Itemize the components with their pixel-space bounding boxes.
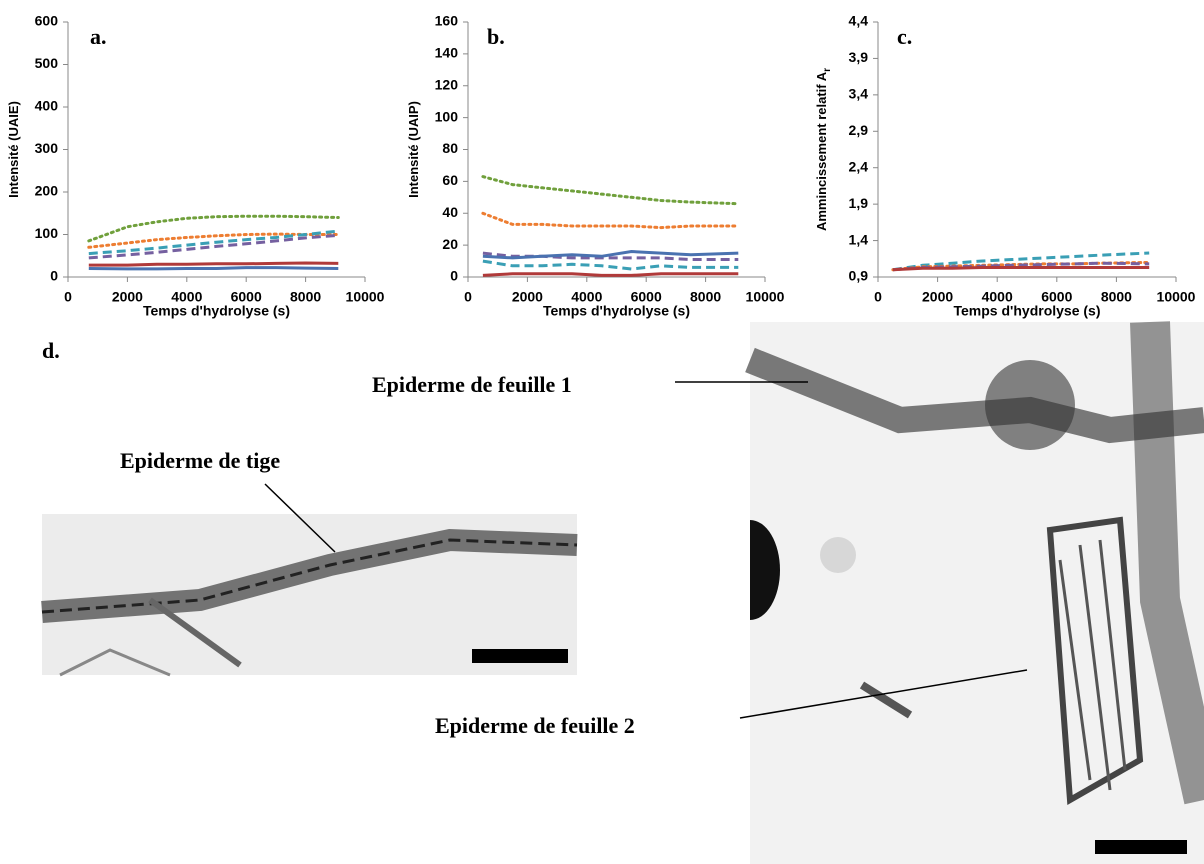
y-tick-label: 500 (35, 55, 59, 71)
series-line (88, 229, 339, 256)
y-tick-label: 140 (435, 45, 459, 61)
micrograph-stem (41, 514, 578, 677)
y-tick-label: 100 (35, 225, 59, 241)
x-axis-title: Temps d'hydrolyse (s) (543, 303, 690, 319)
x-tick-label: 6000 (631, 289, 662, 305)
micrograph-leaf (745, 321, 1204, 864)
y-tick-label: 60 (442, 172, 458, 188)
y-tick-label: 2,4 (849, 158, 869, 174)
y-tick-label: 0,9 (849, 268, 869, 284)
series-line (87, 232, 340, 249)
series-line (482, 259, 739, 271)
series-line (482, 251, 739, 261)
series-line (88, 261, 339, 267)
y-tick-label: 1,9 (849, 195, 869, 211)
x-tick-label: 2000 (512, 289, 543, 305)
y-tick-label: 0 (450, 268, 458, 284)
y-axis-title: Ammincissement relatif Ar (814, 68, 833, 231)
series-line (481, 211, 740, 230)
x-tick-label: 10000 (746, 289, 785, 305)
leader-line (264, 483, 336, 553)
x-tick-label: 10000 (346, 289, 385, 305)
series-line (892, 266, 1150, 272)
panel-label: d. (42, 338, 60, 363)
y-tick-label: 600 (35, 13, 59, 29)
x-tick-label: 8000 (690, 289, 721, 305)
x-tick-label: 2000 (112, 289, 143, 305)
series-line (482, 272, 739, 277)
panel-label: c. (897, 24, 912, 49)
series-line (87, 214, 340, 243)
x-tick-label: 2000 (922, 289, 953, 305)
panel-label: b. (487, 24, 505, 49)
x-tick-label: 4000 (982, 289, 1013, 305)
x-axis-title: Temps d'hydrolyse (s) (143, 303, 290, 319)
leader-line (739, 669, 1028, 719)
series-line (892, 251, 1150, 272)
y-axis-title: Intensité (UAIP) (406, 101, 421, 198)
y-axis-subscript: r (822, 68, 833, 72)
y-tick-label: 2,9 (849, 122, 869, 138)
y-tick-label: 0 (50, 268, 58, 284)
y-tick-label: 100 (435, 108, 459, 124)
y-tick-label: 4,4 (849, 13, 869, 29)
y-tick-label: 3,4 (849, 86, 869, 102)
panel-label: a. (90, 24, 107, 49)
x-tick-label: 8000 (290, 289, 321, 305)
x-tick-label: 6000 (1041, 289, 1072, 305)
y-tick-label: 200 (35, 183, 59, 199)
y-tick-label: 400 (35, 98, 59, 114)
x-tick-label: 4000 (571, 289, 602, 305)
series-line (481, 175, 740, 206)
y-tick-label: 300 (35, 140, 59, 156)
x-axis-title: Temps d'hydrolyse (s) (954, 303, 1101, 319)
y-tick-label: 160 (435, 13, 459, 29)
annotation: Epiderme de tige (120, 448, 280, 473)
x-tick-label: 0 (64, 289, 72, 305)
series-line (892, 261, 1150, 272)
x-tick-label: 6000 (231, 289, 262, 305)
series-line (482, 249, 739, 260)
annotation: Epiderme de feuille 1 (372, 372, 572, 397)
x-tick-label: 10000 (1157, 289, 1196, 305)
annotation: Epiderme de feuille 2 (435, 713, 635, 738)
y-tick-label: 80 (442, 140, 458, 156)
y-axis-title: Intensité (UAIE) (6, 101, 21, 198)
x-tick-label: 4000 (171, 289, 202, 305)
x-tick-label: 0 (874, 289, 882, 305)
x-tick-label: 8000 (1101, 289, 1132, 305)
x-tick-label: 0 (464, 289, 472, 305)
y-tick-label: 40 (442, 204, 458, 220)
y-tick-label: 3,9 (849, 49, 869, 65)
y-tick-label: 120 (435, 76, 459, 92)
series-line (88, 233, 339, 260)
y-tick-label: 20 (442, 236, 458, 252)
series-line (88, 266, 339, 271)
y-tick-label: 1,4 (849, 231, 869, 247)
